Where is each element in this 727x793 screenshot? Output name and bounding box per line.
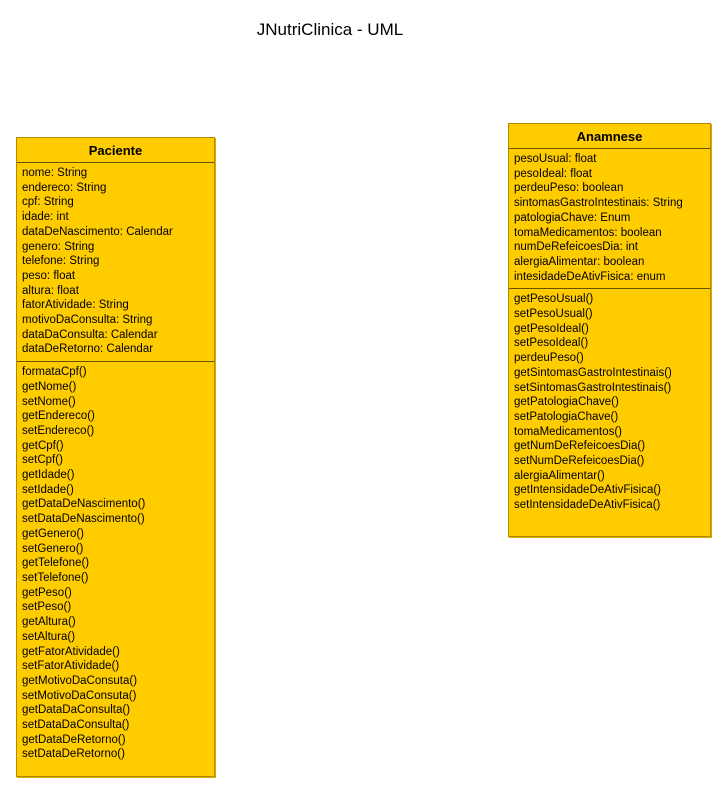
- method-item: getPesoIdeal(): [514, 322, 589, 335]
- methods-section: getPesoUsual() setPesoUsual() getPesoIdeal…: [509, 289, 710, 517]
- method-item: perdeuPeso(): [514, 352, 584, 365]
- method-item: getMotivoDaConsuta(): [22, 674, 138, 687]
- diagram-title: JNutriClinica - UML: [256, 20, 404, 39]
- class-name: Anamnese: [509, 124, 710, 149]
- method-item: setNome(): [22, 395, 76, 408]
- attribute-item: patologiaChave: Enum: [514, 211, 631, 224]
- method-item: getTelefone(): [22, 557, 90, 570]
- method-item: setDataDeRetorno(): [22, 748, 125, 761]
- method-item: getDataDeRetorno(): [22, 733, 126, 746]
- method-item: alergiaAlimentar(): [514, 469, 605, 482]
- method-item: formataCpf(): [22, 366, 87, 379]
- attribute-item: altura: float: [22, 284, 79, 297]
- methods-section: formataCpf() getNome() setNome() getEnderec…: [17, 362, 214, 766]
- attribute-item: pesoUsual: float: [514, 153, 597, 165]
- method-item: getPatologiaChave(): [514, 396, 619, 409]
- attributes-section: pesoUsual: float pesoIdeal: float perdeuPe…: [509, 149, 710, 290]
- method-item: getSintomasGastroIntestinais(): [514, 366, 672, 379]
- attribute-item: fatorAtividade: String: [22, 299, 129, 312]
- method-item: getDataDeNascimento(): [22, 498, 146, 511]
- method-item: getIdade(): [22, 469, 75, 482]
- method-item: setAltura(): [22, 630, 76, 643]
- method-item: setPesoUsual(): [514, 308, 593, 321]
- attribute-item: perdeuPeso: boolean: [514, 182, 624, 195]
- method-item: setTelefone(): [22, 571, 89, 584]
- class-box-anamnese[interactable]: Anamnese pesoUsual: float pesoIdeal: floa…: [508, 123, 711, 537]
- attribute-item: numDeRefeicoesDia: int: [514, 241, 639, 254]
- attribute-item: endereco: String: [22, 181, 107, 194]
- attribute-item: genero: String: [22, 240, 95, 253]
- method-item: setIdade(): [22, 483, 74, 496]
- method-item: getPesoUsual(): [514, 293, 594, 306]
- attribute-item: telefone: String: [22, 255, 100, 268]
- attribute-item: dataDeRetorno: Calendar: [22, 343, 154, 356]
- attribute-item: peso: float: [22, 269, 76, 282]
- method-item: setIntensidadeDeAtivFisica(): [514, 499, 661, 512]
- method-item: setDataDaConsulta(): [22, 719, 130, 732]
- method-item: setGenero(): [22, 542, 84, 555]
- attribute-item: sintomasGastroIntestinais: String: [514, 197, 683, 210]
- method-item: setNumDeRefeicoesDia(): [514, 455, 645, 468]
- attribute-item: nome: String: [22, 167, 88, 179]
- method-item: getNumDeRefeicoesDia(): [514, 440, 646, 453]
- method-item: setPatologiaChave(): [514, 410, 619, 423]
- method-item: setMotivoDaConsuta(): [22, 689, 137, 702]
- attribute-item: pesoIdeal: float: [514, 167, 593, 180]
- attribute-item: dataDaConsulta: Calendar: [22, 328, 158, 341]
- attribute-item: motivoDaConsulta: String: [22, 314, 153, 327]
- method-item: getAltura(): [22, 616, 76, 629]
- method-item: getNome(): [22, 380, 77, 393]
- method-item: setPesoIdeal(): [514, 337, 589, 350]
- method-item: setDataDeNascimento(): [22, 513, 145, 526]
- method-item: getEndereco(): [22, 410, 95, 423]
- method-item: setFatorAtividade(): [22, 660, 120, 673]
- method-item: setCpf(): [22, 454, 63, 467]
- method-item: getDataDaConsulta(): [22, 704, 131, 717]
- method-item: getFatorAtividade(): [22, 645, 120, 658]
- attribute-item: alergiaAlimentar: boolean: [514, 255, 645, 268]
- class-box-paciente[interactable]: Paciente nome: String endereco: String cpf…: [16, 137, 215, 777]
- method-item: setEndereco(): [22, 424, 95, 437]
- method-item: getGenero(): [22, 527, 85, 540]
- attribute-item: cpf: String: [22, 196, 74, 209]
- method-item: getPeso(): [22, 586, 72, 599]
- class-name: Paciente: [17, 138, 214, 163]
- method-item: getIntensidadeDeAtivFisica(): [514, 484, 662, 497]
- attribute-item: idade: int: [22, 211, 69, 224]
- attribute-item: tomaMedicamentos: boolean: [514, 226, 662, 239]
- attribute-item: dataDeNascimento: Calendar: [22, 225, 173, 238]
- attribute-item: intesidadeDeAtivFisica: enum: [514, 270, 666, 283]
- attributes-section: nome: String endereco: String cpf: String i…: [17, 163, 214, 363]
- method-item: getCpf(): [22, 439, 64, 452]
- method-item: setPeso(): [22, 601, 72, 614]
- method-item: setSintomasGastroIntestinais(): [514, 381, 672, 394]
- method-item: tomaMedicamentos(): [514, 425, 623, 438]
